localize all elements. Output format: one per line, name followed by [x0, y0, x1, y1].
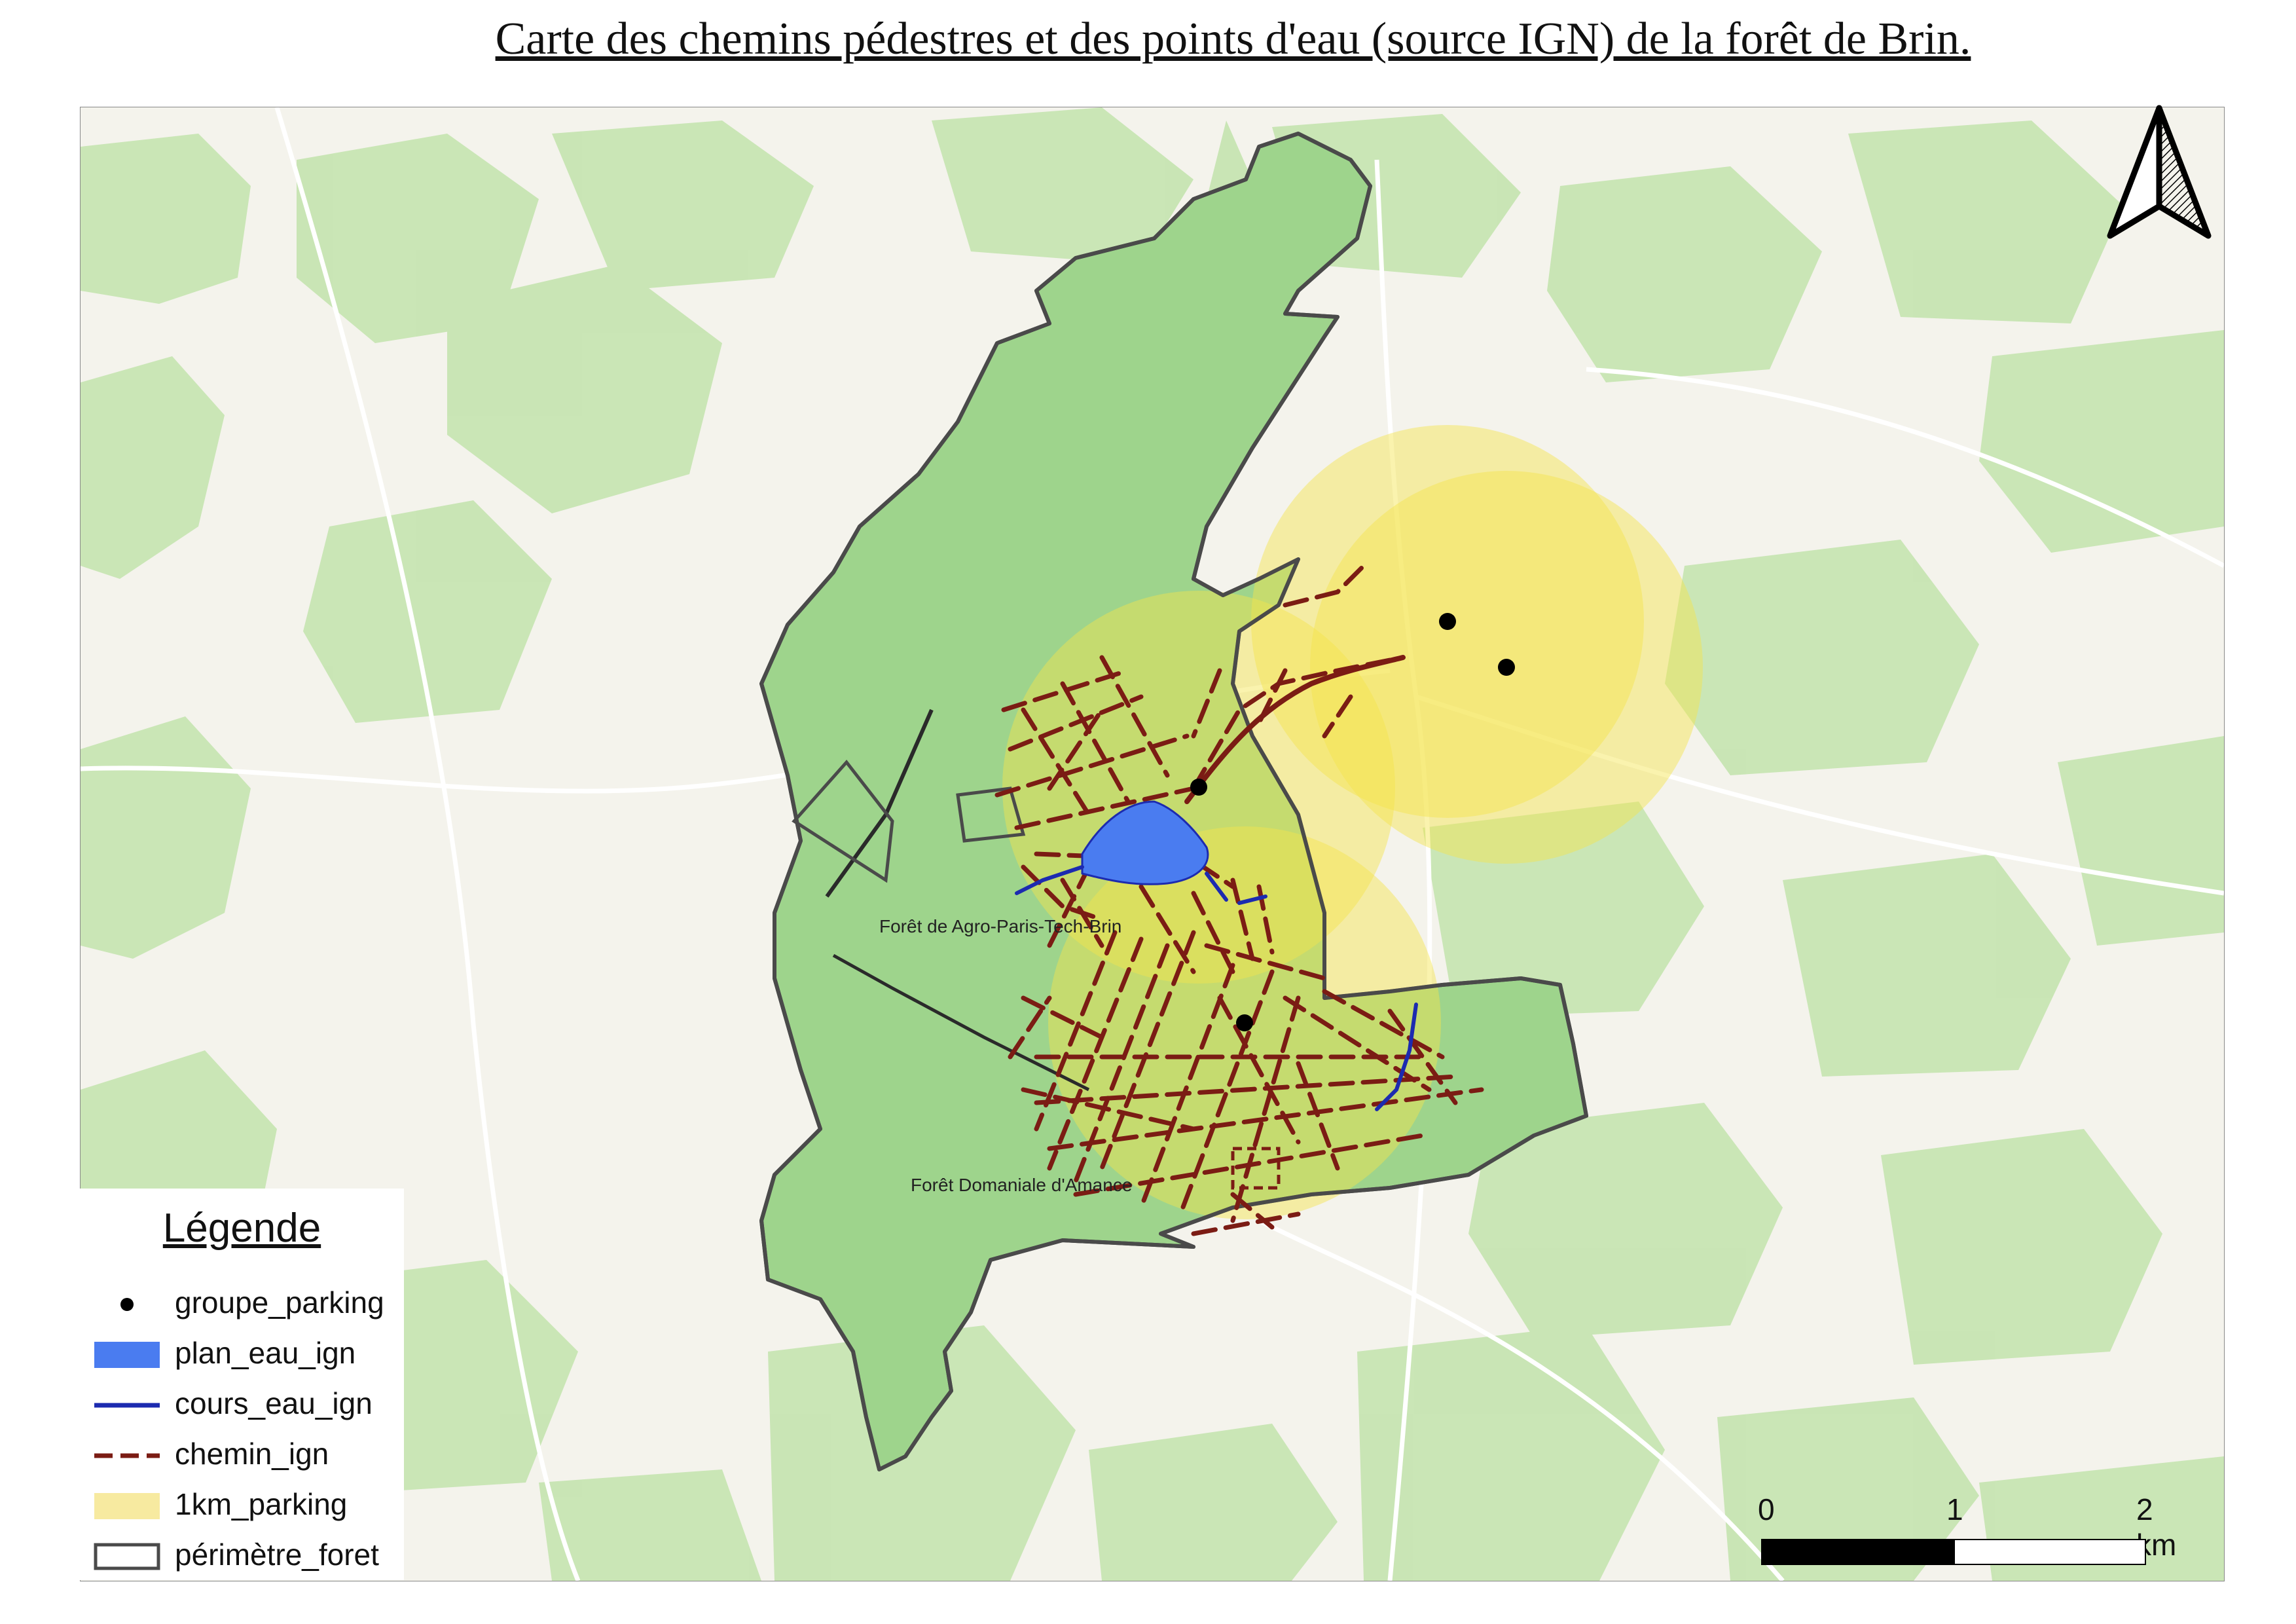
inner-parcel — [956, 786, 1026, 843]
legend-stream-symbol — [94, 1403, 160, 1408]
scale-bar: 0 1 2 km — [1758, 1492, 2176, 1570]
inner-parcel — [792, 760, 894, 883]
legend-item-parking: groupe_parking — [93, 1283, 401, 1323]
map-frame[interactable]: Forêt de Agro-Paris-Tech-Brin Forêt Doma… — [80, 107, 2225, 1581]
map-title: Carte des chemins pédestres et des point… — [495, 14, 1971, 64]
parking-points — [1190, 613, 1515, 1031]
forest-perimeter — [759, 132, 1588, 1471]
legend-label: 1km_parking — [175, 1487, 348, 1521]
water-body — [1081, 800, 1209, 885]
north-arrow-icon — [2107, 105, 2212, 239]
legend-item-perimetre: périmètre_foret — [93, 1536, 401, 1575]
streams — [1015, 865, 1418, 1111]
scale-bar-graphic — [1761, 1539, 2146, 1565]
roads — [81, 107, 2224, 1581]
map-canvas[interactable]: Forêt de Agro-Paris-Tech-Brin Forêt Doma… — [81, 107, 2224, 1581]
legend-path-symbol — [94, 1453, 160, 1458]
scale-label-1: 1 — [1946, 1492, 1963, 1526]
legend-title: Légende — [162, 1206, 321, 1251]
legend-parking-symbol — [120, 1298, 134, 1311]
parking-point — [1498, 659, 1515, 676]
parking-point — [1190, 779, 1207, 796]
parcel-square — [1231, 1147, 1281, 1190]
legend-item-buffer: 1km_parking — [93, 1485, 401, 1524]
legend-label: cours_eau_ign — [175, 1386, 373, 1420]
legend-item-cours-eau: cours_eau_ign — [93, 1384, 401, 1424]
inner-boundary — [832, 953, 1090, 1092]
legend-item-chemin: chemin_ign — [93, 1435, 401, 1474]
parking-point — [1236, 1014, 1253, 1031]
scale-label-0: 0 — [1758, 1492, 1775, 1526]
legend-item-plan-eau: plan_eau_ign — [93, 1334, 401, 1373]
label-foret-agro: Forêt de Agro-Paris-Tech-Brin — [879, 916, 1121, 936]
label-foret-amance: Forêt Domaniale d'Amance — [911, 1175, 1132, 1195]
legend-perimeter-symbol — [94, 1543, 160, 1570]
legend-label: chemin_ign — [175, 1437, 329, 1471]
legend: Légende groupe_parking plan_eau_ign cour… — [80, 1189, 404, 1580]
legend-label: plan_eau_ign — [175, 1336, 356, 1370]
parking-point — [1439, 613, 1456, 630]
legend-label: groupe_parking — [175, 1285, 384, 1320]
legend-water-body-symbol — [94, 1342, 160, 1368]
legend-buffer-symbol — [94, 1493, 160, 1519]
main-road-forest — [1184, 655, 1406, 804]
legend-label: périmètre_foret — [175, 1538, 379, 1572]
